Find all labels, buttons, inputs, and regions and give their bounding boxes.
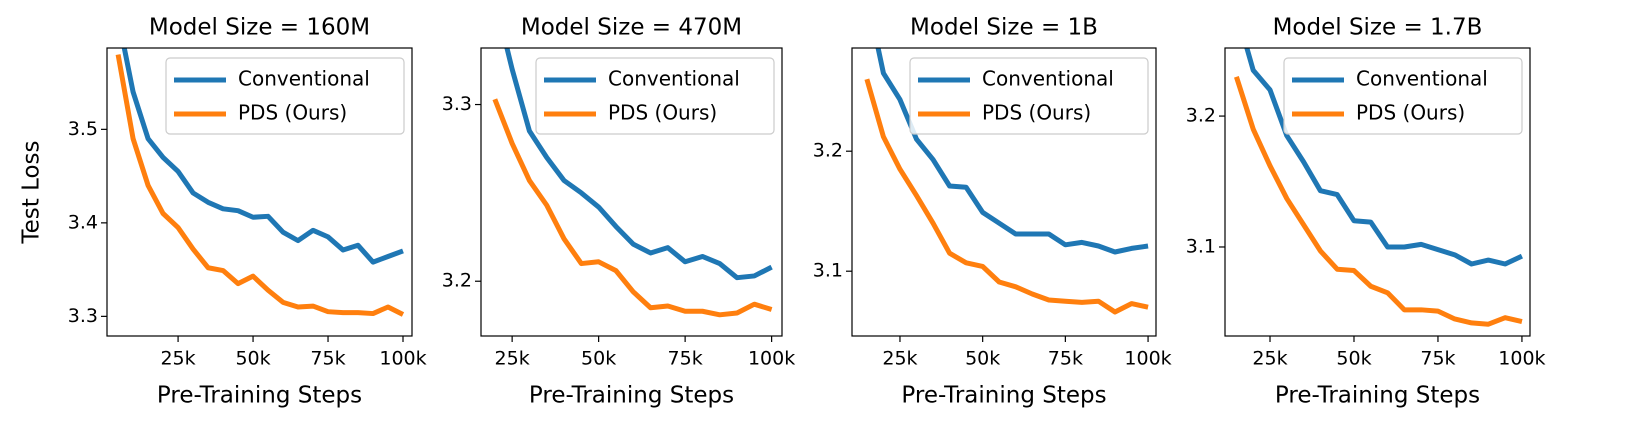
subplot: Model Size = 1B Pre-Training Steps 25k 50k 7… [813, 15, 1172, 409]
y-tick-label: 3.3 [442, 93, 472, 115]
subplot: Model Size = 470M Pre-Training Steps 25k 50… [442, 15, 795, 409]
legend-label: PDS (Ours) [982, 101, 1091, 125]
x-tick-label: 75k [1420, 348, 1455, 370]
x-tick-label: 100k [1498, 348, 1545, 370]
series-line [115, 54, 405, 317]
legend-label: Conventional [238, 67, 370, 91]
x-tick-label: 25k [1252, 348, 1287, 370]
x-tick-label: 25k [882, 348, 917, 370]
subplot-title: Model Size = 1.7B [1273, 15, 1483, 41]
series-line [864, 78, 1149, 315]
y-tick-label: 3.3 [68, 305, 98, 327]
x-tick-label: 100k [379, 348, 426, 370]
legend: Conventional PDS (Ours) [1283, 57, 1523, 135]
x-tick-label: 25k [495, 348, 530, 370]
y-tick-label: 3.5 [68, 118, 98, 140]
x-tick-label: 25k [160, 348, 195, 370]
subplot: Model Size = 1.7B Pre-Training Steps 25k 50… [1186, 15, 1546, 409]
series-line [1234, 76, 1523, 327]
axes-frame [851, 47, 1157, 337]
subplot: Model Size = 160M Pre-Training Steps Test … [19, 15, 427, 409]
x-axis-label: Pre-Training Steps [157, 383, 362, 409]
legend: Conventional PDS (Ours) [909, 57, 1149, 135]
x-axis-label: Pre-Training Steps [529, 383, 734, 409]
x-tick-label: 100k [748, 348, 795, 370]
subplot-title: Model Size = 470M [521, 15, 742, 41]
x-tick-label: 75k [668, 348, 703, 370]
legend-label: PDS (Ours) [238, 101, 347, 125]
subplot-title: Model Size = 1B [910, 15, 1098, 41]
x-tick-label: 75k [310, 348, 345, 370]
y-tick-label: 3.2 [442, 270, 472, 292]
series-line [121, 48, 404, 265]
y-tick-label: 3.1 [1186, 235, 1216, 257]
legend: Conventional PDS (Ours) [535, 57, 775, 135]
legend-label: Conventional [982, 67, 1114, 91]
x-tick-label: 50k [235, 348, 270, 370]
x-tick-label: 100k [1124, 348, 1171, 370]
y-axis-label: Test Loss [19, 140, 45, 244]
x-tick-label: 50k [1336, 348, 1371, 370]
legend-label: PDS (Ours) [1356, 101, 1465, 125]
subplot-title: Model Size = 160M [149, 15, 370, 41]
axes-frame [480, 47, 783, 337]
legend-label: PDS (Ours) [608, 101, 717, 125]
x-tick-label: 50k [581, 348, 616, 370]
y-tick-label: 3.4 [68, 211, 98, 233]
axes-frame [1224, 47, 1531, 337]
series-line [492, 98, 773, 318]
series-line [504, 48, 773, 281]
legend: Conventional PDS (Ours) [165, 57, 405, 135]
y-tick-label: 3.1 [813, 260, 843, 282]
legend-label: Conventional [1356, 67, 1488, 91]
axes-frame [106, 47, 413, 337]
series-line [1244, 48, 1523, 267]
legend-label: Conventional [608, 67, 740, 91]
x-axis-label: Pre-Training Steps [1275, 383, 1480, 409]
x-axis-label: Pre-Training Steps [901, 383, 1106, 409]
y-tick-label: 3.2 [813, 140, 843, 162]
x-tick-label: 50k [965, 348, 1000, 370]
x-tick-label: 75k [1048, 348, 1083, 370]
y-tick-label: 3.2 [1186, 105, 1216, 127]
